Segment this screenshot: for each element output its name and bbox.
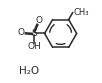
Text: S: S	[31, 29, 37, 38]
Text: H₂O: H₂O	[19, 66, 39, 76]
Text: OH: OH	[27, 42, 41, 51]
Text: CH₃: CH₃	[73, 8, 89, 17]
Text: O: O	[17, 28, 24, 37]
Text: O: O	[35, 16, 42, 25]
